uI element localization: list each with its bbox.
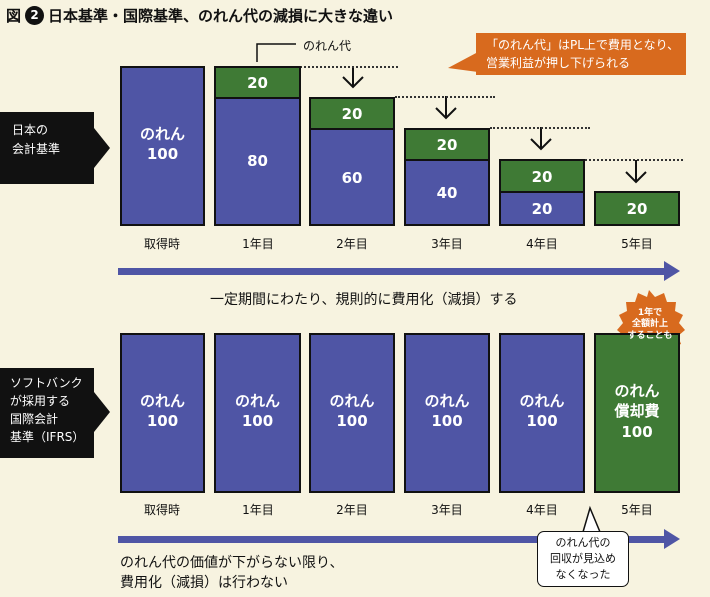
top-blue-value-year2: 60 [341,169,363,187]
top-green-value-year5: 20 [626,200,648,218]
bottom-final-block-label: のれん 償却費 100 [614,382,660,441]
top-blue-block-year3: 40 [404,159,490,226]
bottom-block-year2: のれん 100 [309,333,395,493]
bottom-side-label: ソフトバンク が採用する 国際会計 基準（IFRS） [0,368,94,458]
top-green-block-year1: 20 [214,66,301,99]
bottom-block-year3: のれん 100 [404,333,490,493]
noren-callout-bracket [256,43,296,62]
starburst-badge-text: 1年で 全額計上 することも [627,308,673,341]
guide-line-2 [395,96,495,98]
top-side-label-pointer [94,128,110,168]
top-year-label: 1年目 [242,237,274,251]
bottom-block-year4: のれん 100 [499,333,585,493]
bottom-year-label: 5年目 [621,503,653,517]
bottom-caption: のれん代の価値が下がらない限り、 費用化（減損）は行わない [120,555,344,592]
bottom-block-label: のれん 100 [519,392,565,431]
bottom-block-label: のれん 100 [424,392,470,431]
top-block-acquisition: のれん 100 [120,66,205,226]
top-green-block-year2: 20 [309,97,395,130]
top-timeline-arrow [118,268,666,275]
figure-number-badge: 2 [25,5,45,25]
bottom-year-label: 2年目 [336,503,368,517]
bottom-side-label-pointer [94,392,110,432]
top-blue-value-year3: 40 [436,184,458,202]
top-year-label: 3年目 [431,237,463,251]
top-year-label: 4年目 [526,237,558,251]
bottom-block-label: のれん 100 [139,392,185,431]
bottom-year-label: 1年目 [242,503,274,517]
top-blue-block-year4: 20 [499,191,585,226]
bottom-year-label: 取得時 [143,503,180,517]
white-callout: のれん代の 回収が見込め なくなった [537,531,629,587]
bottom-block-label: のれん 100 [234,392,280,431]
top-green-value-year1: 20 [247,74,268,92]
top-blue-block-year1: 80 [214,97,301,226]
bottom-block-label: のれん 100 [329,392,375,431]
bottom-timeline-arrow [118,536,666,543]
guide-line-3 [490,127,590,129]
bottom-year-label: 3年目 [431,503,463,517]
figure-label: 図 [6,6,22,25]
top-green-value-year3: 20 [436,136,458,154]
figure-title-text: 日本基準・国際基準、のれん代の減損に大きな違い [48,6,394,25]
bottom-timeline-arrow-head [664,529,680,549]
top-blue-block-year2: 60 [309,128,395,226]
top-green-block-year4: 20 [499,159,585,193]
top-green-block-year3: 20 [404,128,490,161]
top-blue-value-year1: 80 [247,152,268,170]
top-year-label: 2年目 [336,237,368,251]
down-arrows [342,68,647,184]
top-year-label: 5年目 [621,237,653,251]
top-blue-value-year4: 20 [531,200,553,218]
top-green-value-year2: 20 [341,105,363,123]
orange-callout-tail [448,52,478,72]
top-side-label: 日本の 会計基準 [0,112,94,184]
top-timeline-arrow-head [664,261,680,281]
guide-line-4 [585,159,683,161]
noren-callout-label: のれん代 [303,39,352,53]
figure-title: 図 2 日本基準・国際基準、のれん代の減損に大きな違い [6,4,393,26]
top-block-acquisition-label: のれん 100 [139,125,185,164]
top-caption: 一定期間にわたり、規則的に費用化（減損）する [210,292,518,308]
bottom-year-label: 4年目 [526,503,558,517]
bottom-block-acquisition: のれん 100 [120,333,205,493]
guide-line-1 [300,66,398,68]
bottom-block-year1: のれん 100 [214,333,301,493]
top-year-label: 取得時 [143,237,180,251]
bottom-block-year5-expense: のれん 償却費 100 [594,333,680,493]
top-green-value-year4: 20 [531,168,553,186]
orange-callout: 「のれん代」はPL上で費用となり、 営業利益が押し下げられる [476,33,686,75]
top-green-block-year5: 20 [594,191,680,226]
